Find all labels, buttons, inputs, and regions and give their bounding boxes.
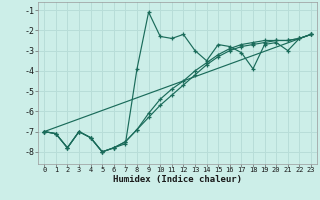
X-axis label: Humidex (Indice chaleur): Humidex (Indice chaleur) [113, 175, 242, 184]
